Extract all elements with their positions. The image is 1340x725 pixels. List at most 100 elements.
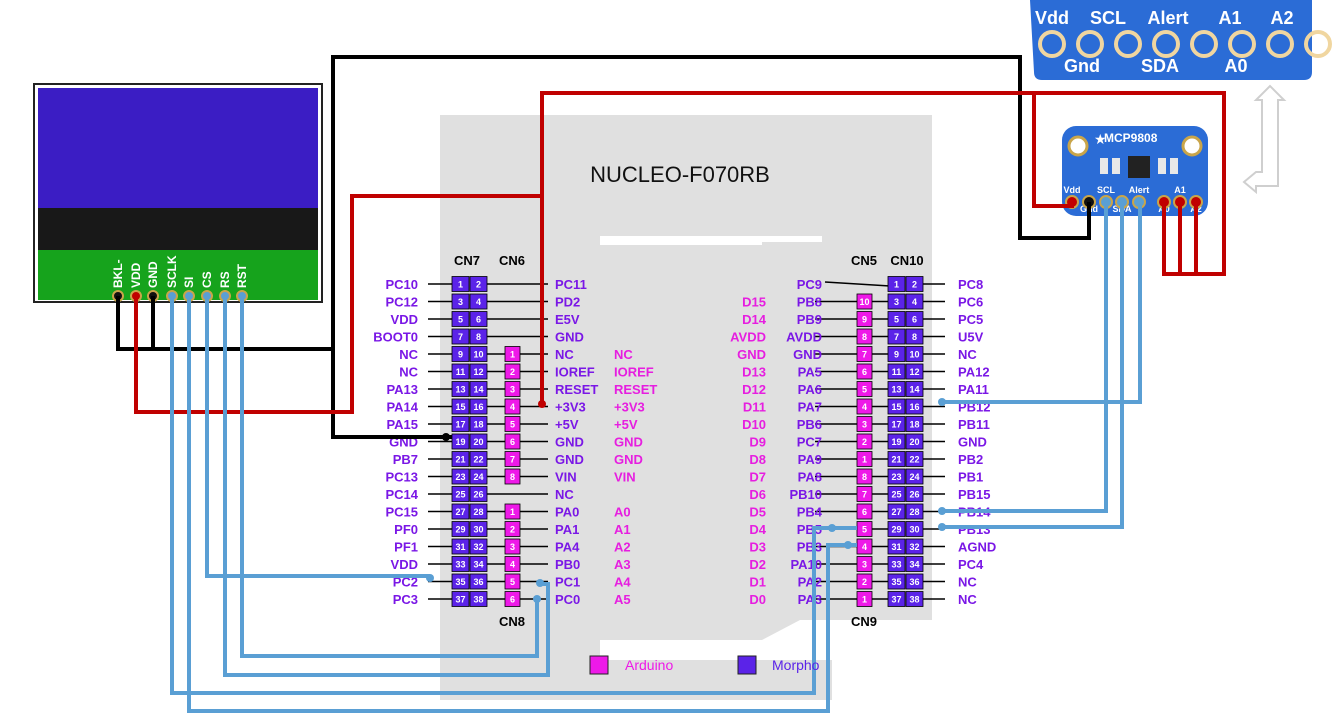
pin-label-cn7-right: PA0: [555, 505, 579, 520]
pin-label-cn7-left: PA14: [386, 400, 418, 415]
cn10-pin-number: 28: [909, 507, 919, 517]
cn5-pin-number: 10: [859, 297, 869, 307]
cn9-pin: [856, 573, 873, 590]
cn8-pin-number: 1: [510, 507, 515, 517]
pin-label-cn10-left: PB6: [797, 417, 822, 432]
cn5-pin: [856, 346, 873, 362]
pin-label-arduino-right: D8: [749, 452, 766, 467]
cn10-pin-number: 25: [891, 490, 901, 500]
pin-label-cn7-left: PF0: [394, 522, 418, 537]
pin-label-cn7-left: NC: [399, 365, 418, 380]
cn8-pin: [504, 538, 521, 555]
sensor-pin-label: SCL: [1097, 185, 1116, 195]
wire-gnd-to-sensor: [331, 55, 1091, 349]
connector-cn5: 10 9 8 7 6 5 4 3 2 1: [856, 293, 873, 467]
cn7-pin-number: 25: [455, 490, 465, 500]
cn6-pin: [504, 416, 521, 432]
legend-morpho-label: Morpho: [772, 657, 820, 673]
cn8-pin-number: 5: [510, 577, 515, 587]
cn9-pin-number: 1: [862, 595, 867, 605]
cn6-pin-number: 8: [510, 472, 515, 482]
pin-label-cn7-left: VDD: [391, 557, 418, 572]
cn7-pin-number: 1: [458, 280, 463, 290]
cn6-pin: [504, 451, 521, 467]
cn7-pin-number: 31: [455, 542, 465, 552]
legend-arduino-swatch: [589, 655, 609, 675]
sensor-name: MCP9808: [1104, 131, 1158, 145]
pin-label-cn7-right: PC1: [555, 575, 580, 590]
lcd-band: [38, 208, 318, 250]
legend-morpho-swatch: [737, 655, 757, 675]
cn7-pin-odd: [451, 468, 470, 485]
pin-label-cn10-left: PB10: [789, 487, 822, 502]
cn10-pin-even: [905, 398, 924, 415]
pin-label-cn7-left: PC2: [393, 575, 418, 590]
board-notch: [762, 620, 932, 640]
sensor-zoom-pads: Vdd SCL Alert A1 A2 Gnd SDA A0: [1035, 8, 1332, 76]
cn10-pin-even: [905, 573, 924, 590]
zoom-pin-label-top: A1: [1218, 8, 1241, 28]
cn9-pin-number: 3: [862, 560, 867, 570]
cn7-pin-number: 6: [476, 315, 481, 325]
cn7-pin-odd: [451, 591, 470, 607]
cn10-pin-number: 15: [891, 402, 901, 412]
wire-junction-dot: [538, 400, 546, 408]
cn7-pin-odd: [451, 538, 470, 555]
connector-cn9: 8 7 6 5 4 3 2 1: [856, 468, 873, 607]
pin-label-arduino-left: A2: [614, 540, 631, 555]
cn10-pin-number: 5: [894, 315, 899, 325]
cn7-pin-odd: [451, 416, 470, 432]
cn7-pin-number: 4: [476, 297, 481, 307]
pin-label-cn10-left: AVDD: [786, 330, 822, 345]
cn10-pin-even: [905, 538, 924, 555]
cn7-pin-even: [469, 346, 488, 362]
cn10-pin-number: 11: [892, 367, 902, 377]
connector-cn8: 1 2 3 4 5 6: [504, 503, 521, 607]
cn7-pin-even: [469, 573, 488, 590]
pin-label-arduino-right: D0: [749, 592, 766, 607]
pin-label-cn7-left: PA15: [386, 417, 418, 432]
cn5-pin-number: 3: [862, 420, 867, 430]
board-top: [440, 115, 932, 245]
cn5-pin: [856, 398, 873, 415]
cn5-pin-number: 4: [862, 402, 867, 412]
pin-label-cn10-right: PB2: [958, 452, 983, 467]
cn8-pin: [504, 573, 521, 590]
cn10-pin-number: 22: [909, 455, 919, 465]
pin-label-cn7-right: NC: [555, 347, 574, 362]
header-cn10: CN10: [890, 253, 923, 268]
cn9-pin: [856, 591, 873, 607]
zoom-pin-label-top: A2: [1270, 8, 1293, 28]
cn6-pin: [504, 363, 521, 380]
cn7-pin-odd: [451, 346, 470, 362]
cn10-pin-odd: [887, 503, 906, 520]
cn8-pin: [504, 556, 521, 572]
cn9-pin-number: 7: [862, 490, 867, 500]
cn10-pin-number: 1: [894, 280, 899, 290]
sensor-pin-label: A1: [1174, 185, 1186, 195]
cn10-pin-number: 24: [909, 472, 919, 482]
pin-label-cn10-left: PC7: [797, 435, 822, 450]
cn7-pin-even: [469, 398, 488, 415]
lcd-pin-label: RS: [218, 271, 232, 288]
cn5-pin: [856, 328, 873, 345]
pin-label-cn10-right: PC4: [958, 557, 984, 572]
pin-label-cn7-left: VDD: [391, 312, 418, 327]
cn10-pin-even: [905, 381, 924, 397]
pin-label-cn7-left: PC3: [393, 592, 418, 607]
pin-label-cn7-right: PA4: [555, 540, 580, 555]
cn10-pin-number: 12: [909, 367, 919, 377]
wire-junction-dot: [828, 524, 836, 532]
cn10-pin-even: [905, 328, 924, 345]
board-slot-right: [762, 236, 822, 242]
cn7-pin-even: [469, 468, 488, 485]
pin-label-cn7-right: VIN: [555, 470, 577, 485]
cn10-pin-odd: [887, 573, 906, 590]
cn7-pin-number: 38: [473, 595, 483, 605]
cn5-pin-number: 1: [862, 455, 867, 465]
cn5-pin: [856, 311, 873, 327]
cn7-pin-number: 32: [473, 542, 483, 552]
cn5-pin-number: 9: [862, 315, 867, 325]
